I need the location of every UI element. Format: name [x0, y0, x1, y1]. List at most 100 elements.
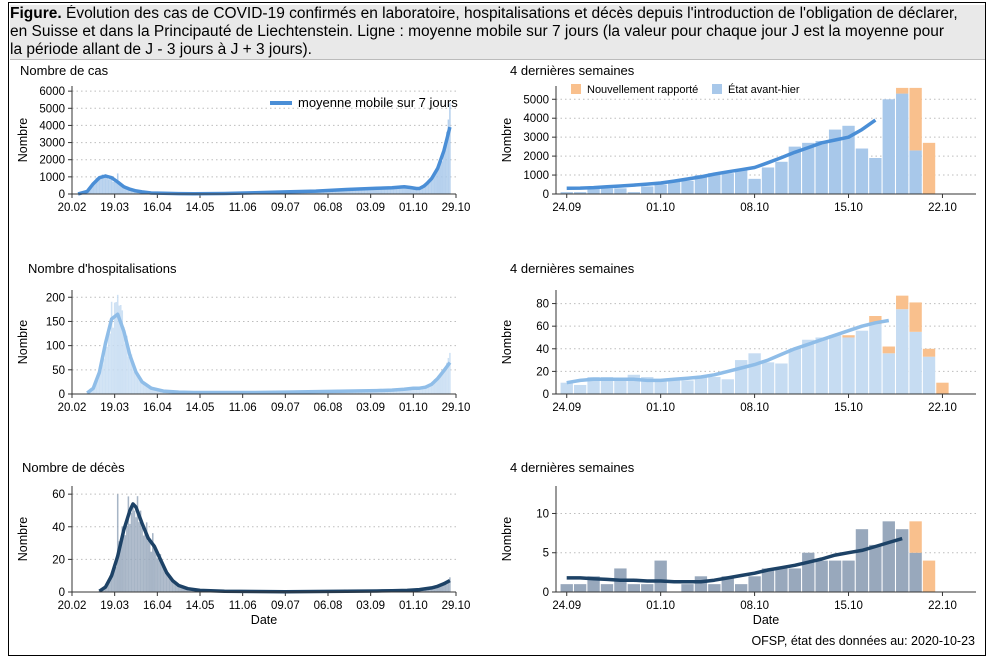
daily-bar: [107, 580, 110, 592]
legend-label: moyenne mobile sur 7 jours: [298, 95, 458, 110]
y-tick-label: 2000: [39, 155, 65, 167]
daily-bar: [115, 566, 117, 592]
bar-avant-hier: [748, 576, 761, 592]
x-axis-label: Date: [753, 613, 779, 627]
daily-bar: [383, 187, 386, 194]
panel-title: 4 dernières semaines: [510, 261, 635, 276]
daily-bar: [318, 191, 320, 194]
daily-bar: [139, 378, 142, 394]
daily-bar: [109, 333, 111, 394]
caption-text-1: Évolution des cas de COVID-19 confirmés …: [61, 5, 958, 22]
daily-bar: [158, 389, 160, 394]
x-tick-label: 24.09: [552, 402, 581, 414]
daily-bar: [432, 384, 434, 394]
daily-bar: [168, 578, 171, 592]
daily-bar: [435, 380, 437, 394]
x-tick-label: 19.03: [100, 600, 129, 612]
y-tick-label: 0: [543, 389, 549, 401]
daily-bar: [395, 186, 398, 194]
daily-bar: [118, 181, 120, 194]
daily-bar: [113, 181, 116, 194]
daily-bar: [100, 178, 102, 194]
bar-avant-hier: [828, 335, 842, 394]
daily-bar: [362, 189, 364, 194]
daily-bar: [129, 357, 131, 394]
daily-bar: [330, 191, 332, 194]
daily-bar: [106, 176, 108, 194]
y-tick-label: 4000: [523, 113, 549, 125]
daily-bar: [104, 342, 107, 394]
bar-nouvellement: [909, 521, 922, 553]
bar-avant-hier: [708, 584, 721, 592]
y-axis-label: Nombre: [16, 118, 30, 163]
daily-bar: [94, 384, 96, 394]
bar-avant-hier: [896, 529, 909, 592]
bar-avant-hier: [560, 192, 573, 194]
daily-bar: [444, 582, 447, 592]
daily-bar: [423, 185, 425, 194]
y-tick-label: 20: [52, 554, 65, 566]
daily-bar: [121, 526, 124, 592]
daily-bar: [403, 389, 405, 394]
daily-bar: [430, 587, 433, 592]
x-tick-label: 11.06: [229, 402, 257, 414]
moving-average-line: [86, 312, 452, 395]
bar-nouvellement: [896, 87, 909, 94]
bar-nouvellement: [896, 295, 909, 310]
daily-bar: [441, 161, 444, 194]
y-tick-label: 3000: [39, 138, 65, 150]
daily-bar: [348, 188, 351, 194]
daily-bar: [124, 343, 127, 394]
x-tick-label: 01.10: [646, 202, 675, 214]
bar-avant-hier: [842, 560, 855, 592]
daily-bar: [379, 188, 381, 194]
daily-bar: [449, 352, 451, 394]
daily-bar: [155, 550, 157, 592]
daily-bar: [155, 388, 157, 394]
daily-bar: [376, 391, 378, 394]
daily-bar: [129, 189, 131, 194]
x-axis-label: Date: [251, 613, 277, 627]
x-tick-label: 24.09: [552, 202, 581, 214]
x-tick-label: 11.06: [229, 600, 257, 612]
daily-bar: [156, 389, 159, 394]
daily-bar: [401, 187, 404, 194]
daily-bar: [176, 584, 178, 592]
daily-bar: [167, 576, 169, 592]
x-tick-label: 14.05: [186, 600, 215, 612]
daily-bar: [394, 186, 396, 194]
daily-bar: [113, 302, 116, 394]
figure-caption: Figure. Évolution des cas de COVID-19 co…: [10, 5, 985, 60]
x-tick-label: 14.05: [186, 202, 215, 214]
bar-nouvellement: [936, 382, 949, 394]
daily-bar: [118, 541, 120, 592]
daily-bar: [421, 386, 424, 394]
bar-avant-hier: [560, 382, 573, 394]
x-tick-label: 06.08: [314, 402, 343, 414]
daily-bar: [132, 505, 134, 592]
bar-avant-hier: [641, 186, 654, 194]
y-tick-label: 40: [536, 344, 549, 356]
daily-bar: [386, 390, 389, 394]
moving-average-line: [566, 318, 890, 385]
bar-avant-hier: [842, 337, 855, 394]
daily-bar: [382, 390, 384, 394]
panel-title: Nombre de décès: [22, 460, 125, 475]
daily-bar: [426, 183, 428, 194]
daily-bar: [359, 189, 361, 194]
daily-bar: [130, 354, 133, 394]
bar-avant-hier: [802, 339, 815, 394]
daily-bar: [126, 186, 128, 194]
daily-bar: [144, 383, 146, 394]
daily-bar: [411, 388, 413, 394]
daily-bar: [433, 379, 436, 394]
bar-avant-hier: [869, 158, 882, 194]
bar-avant-hier: [667, 180, 681, 194]
daily-bar: [414, 188, 416, 194]
x-tick-label: 03.09: [356, 202, 385, 214]
y-tick-label: 3000: [523, 132, 549, 144]
daily-bar: [440, 158, 442, 194]
x-tick-label: 22.10: [928, 600, 957, 612]
daily-bar: [113, 564, 116, 592]
daily-bar: [136, 374, 139, 394]
